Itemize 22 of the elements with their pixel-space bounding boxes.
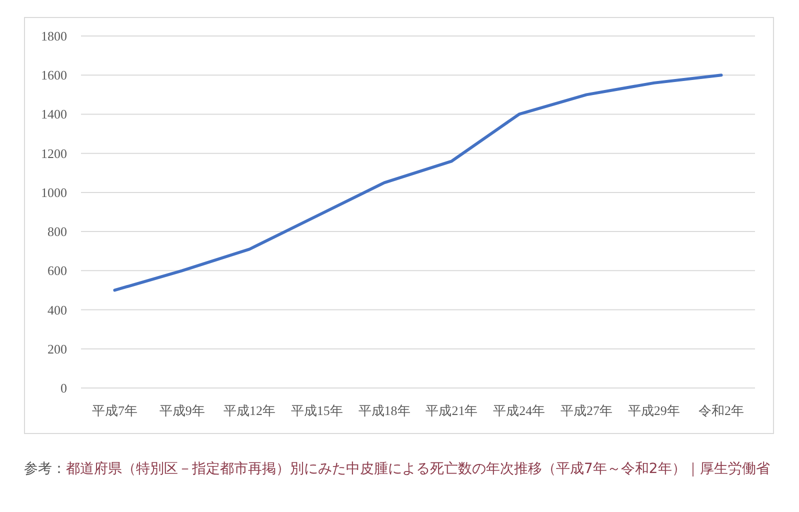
text: 都道府県（特別区－指定都市再掲）別にみた中皮腫による死亡数の年次推移（平成7年～令和2年）｜厚生労働省: [66, 461, 770, 477]
x-tick-label: 平成29年: [628, 403, 680, 418]
y-tick-label: 1600: [41, 68, 67, 83]
y-tick-label: 1200: [41, 146, 67, 161]
x-tick-label: 平成24年: [493, 403, 546, 418]
text: 参考：: [24, 461, 66, 477]
x-tick-label: 平成27年: [560, 403, 612, 418]
x-tick-label: 平成21年: [426, 403, 478, 418]
y-tick-label: 200: [48, 341, 67, 356]
y-tick-label: 400: [48, 302, 67, 318]
x-tick-label: 平成9年: [159, 403, 205, 418]
y-tick-label: 800: [48, 224, 67, 240]
y-tick-label: 1000: [41, 184, 67, 200]
x-tick-label: 平成12年: [224, 403, 276, 418]
x-tick-label: 平成18年: [358, 403, 410, 418]
y-tick-label: 1800: [41, 28, 67, 44]
y-tick-label: 1400: [41, 106, 67, 122]
x-tick-label: 平成7年: [92, 403, 138, 418]
x-tick-label: 平成15年: [290, 403, 343, 418]
y-tick-label: 600: [48, 263, 67, 278]
y-tick-label: 0: [60, 380, 67, 396]
x-tick-label: 令和2年: [698, 403, 744, 418]
